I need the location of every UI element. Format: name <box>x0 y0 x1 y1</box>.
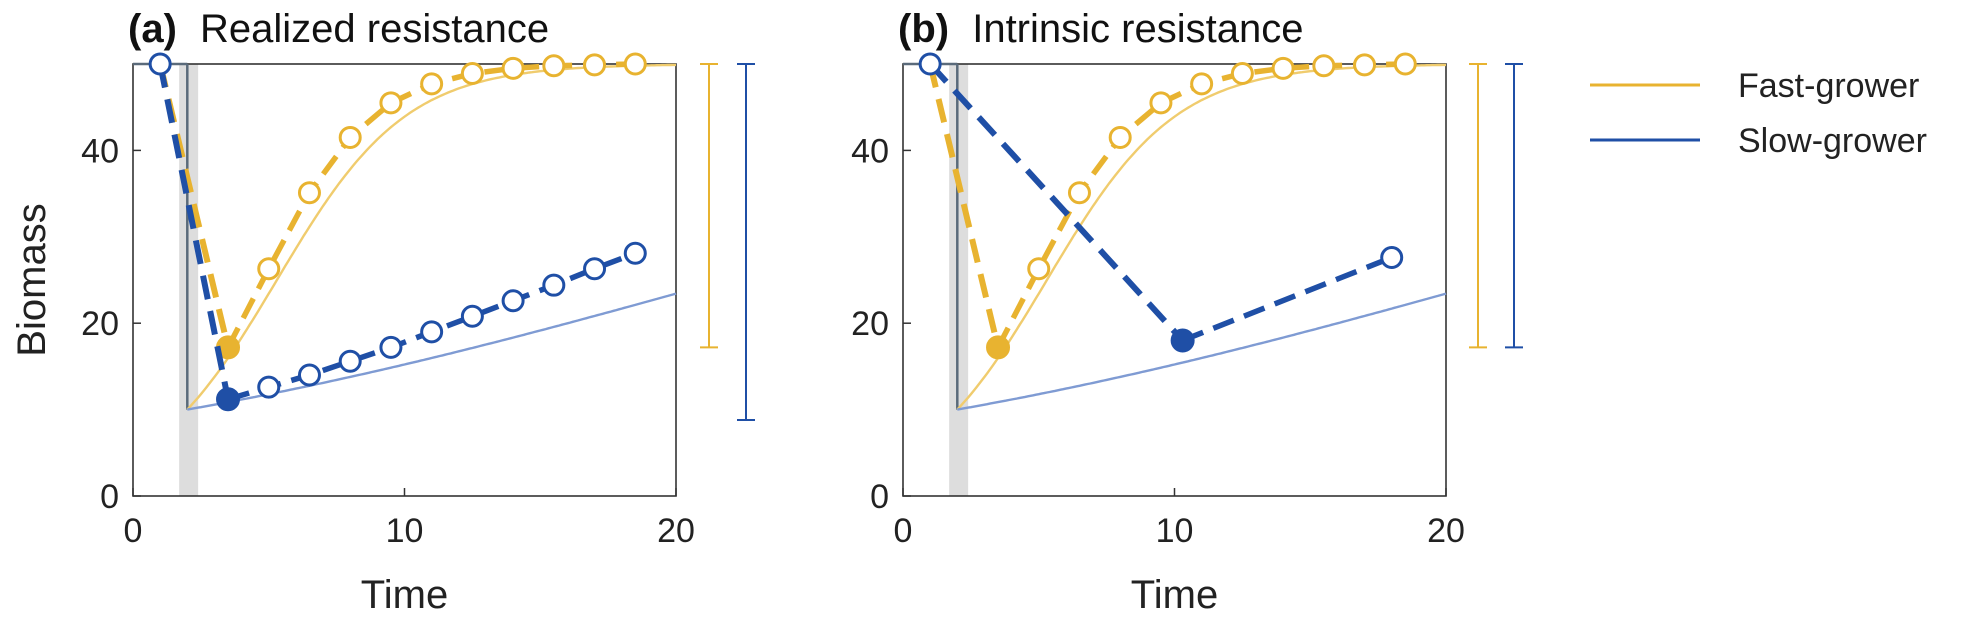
fast-grower-open-point <box>1353 53 1377 77</box>
fast-grower-open-point <box>297 181 321 205</box>
slow-grower-filled-point <box>1170 328 1195 353</box>
fast-grower-open-point <box>338 125 362 149</box>
panel-b-title: (b) Intrinsic resistance <box>898 7 1303 51</box>
fast-grower-open-point <box>257 257 281 281</box>
x-tick-label: 0 <box>124 512 143 550</box>
slow-grower-open-point <box>338 349 362 373</box>
panel-a: (a) Realized resistance 0 10 20 0 20 40 Time Bi… <box>10 7 755 617</box>
slow-grower-drop-line <box>157 63 231 400</box>
y-tick-label: 40 <box>851 132 889 170</box>
x-axis-label: Time <box>1131 573 1218 617</box>
fast-grower-open-point <box>1190 72 1214 96</box>
x-tick-label: 0 <box>894 512 913 550</box>
slow-grower-open-point <box>1380 246 1404 270</box>
fast-grower-open-point <box>1393 52 1417 76</box>
panel-a-letter: (a) <box>128 7 177 51</box>
fast-grower-open-point <box>1027 257 1051 281</box>
slow-grower-open-point <box>148 52 172 76</box>
panel-b-title-text: Intrinsic resistance <box>972 7 1303 51</box>
x-tick-label: 10 <box>1156 512 1194 550</box>
fast-grower-sampling-line <box>225 61 636 349</box>
fast-grower-open-point <box>1108 125 1132 149</box>
panel-a-title: (a) Realized resistance <box>128 7 549 51</box>
y-tick-label: 20 <box>851 305 889 343</box>
x-tick-label: 20 <box>1427 512 1465 550</box>
fast-grower-open-point <box>1230 62 1254 86</box>
slow-grower-drop-line <box>927 61 1185 343</box>
y-tick-label: 40 <box>81 132 119 170</box>
fast-grower-open-point <box>542 54 566 78</box>
fast-grower-drop-line <box>927 63 1001 349</box>
y-axis-label: Biomass <box>10 203 54 356</box>
fast-grower-open-point <box>623 52 647 76</box>
slow-grower-open-point <box>460 304 484 328</box>
slow-grower-open-point <box>420 320 444 344</box>
slow-grower-open-point <box>379 335 403 359</box>
panel-b-letter: (b) <box>898 7 949 51</box>
legend-label-fast-grower: Fast-grower <box>1738 67 1919 105</box>
slow-grower-open-point <box>918 52 942 76</box>
disturbance-shade <box>179 64 199 496</box>
fast-grower-open-point <box>420 72 444 96</box>
fast-grower-open-point <box>1271 56 1295 80</box>
panel-a-title-text: Realized resistance <box>200 7 549 51</box>
x-tick-label: 20 <box>657 512 695 550</box>
legend: Fast-grower Slow-grower <box>1590 67 1927 160</box>
fast-grower-open-point <box>379 91 403 115</box>
x-axis-label: Time <box>361 573 448 617</box>
x-tick-label: 10 <box>386 512 424 550</box>
slow-grower-open-point <box>257 375 281 399</box>
y-tick-label: 20 <box>81 305 119 343</box>
fast-grower-open-point <box>1067 181 1091 205</box>
fast-grower-open-point <box>1312 54 1336 78</box>
y-tick-label: 0 <box>870 478 889 516</box>
slow-grower-open-point <box>542 273 566 297</box>
slow-grower-filled-point <box>216 387 241 412</box>
fast-grower-filled-point <box>986 335 1011 360</box>
slow-grower-open-point <box>583 257 607 281</box>
fast-grower-open-point <box>501 56 525 80</box>
panel-b: (b) Intrinsic resistance 0 10 20 0 20 40 Time <box>851 7 1523 617</box>
fast-grower-open-point <box>583 53 607 77</box>
slow-grower-recovery-curve <box>957 292 1447 411</box>
slow-grower-open-point <box>623 241 647 265</box>
slow-grower-open-point <box>501 289 525 313</box>
slow-grower-sampling-line <box>1181 254 1393 344</box>
fast-grower-open-point <box>1149 91 1173 115</box>
disturbance-shade <box>949 64 969 496</box>
fast-grower-open-point <box>460 62 484 86</box>
legend-label-slow-grower: Slow-grower <box>1738 122 1927 160</box>
slow-grower-open-point <box>297 363 321 387</box>
y-tick-label: 0 <box>100 478 119 516</box>
